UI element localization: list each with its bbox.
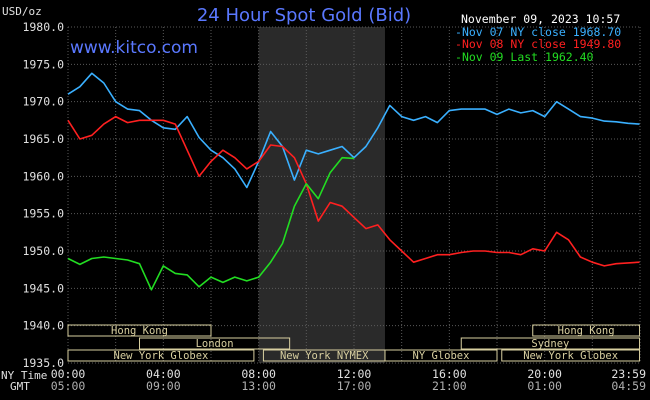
y-tick-label: 1955.0: [22, 207, 64, 221]
y-tick-label: 1970.0: [22, 95, 64, 109]
session-box: [501, 349, 641, 362]
legend: -Nov 07 NY close 1968.70 -Nov 08 NY clos…: [455, 25, 621, 64]
website-label: www.kitco.com: [70, 38, 198, 58]
session-label: Sydney: [531, 338, 569, 350]
x-tick-label-ny: 08:00: [241, 367, 276, 381]
x-tick-label-ny: 00:00: [51, 367, 86, 381]
session-label: New York NYMEX: [280, 350, 369, 362]
trading-session-shade: [258, 27, 385, 363]
legend-item-nov08: -Nov 08 NY close 1949.80: [455, 37, 621, 51]
session-box: [139, 337, 291, 350]
session-box: [67, 324, 212, 337]
y-tick-label: 1950.0: [22, 244, 64, 258]
y-tick-label: 1965.0: [22, 132, 64, 146]
chart-title: 24 Hour Spot Gold (Bid): [197, 5, 411, 26]
x-tick-label-gmt: 04:59: [611, 379, 646, 393]
session-label: NY Globex: [413, 350, 470, 362]
x-axis-label-ny: NY Time: [1, 369, 47, 382]
series-line-nov-09: [67, 156, 355, 291]
legend-item-nov07: -Nov 07 NY close 1968.70: [455, 25, 621, 39]
x-tick-label-gmt: 17:00: [337, 379, 372, 393]
x-tick-label-gmt: 05:00: [51, 379, 86, 393]
session-label: Hong Kong: [558, 325, 615, 337]
y-tick-label: 1935.0: [22, 356, 64, 370]
series-lines: [67, 72, 640, 291]
session-box: [67, 349, 255, 362]
session-box: [532, 324, 641, 337]
session-box: [460, 337, 641, 350]
x-tick-label-ny: 20:00: [527, 367, 562, 381]
unit-label: USD/oz: [2, 5, 42, 18]
x-tick-label-gmt: 21:00: [432, 379, 467, 393]
y-tick-label: 1940.0: [22, 319, 64, 333]
session-label: New York Globex: [114, 350, 209, 362]
timestamp: November 09, 2023 10:57: [461, 12, 620, 26]
session-box: [384, 349, 498, 362]
y-tick-label: 1960.0: [22, 169, 64, 183]
y-tick-label: 1980.0: [22, 20, 64, 34]
session-label: Hong Kong: [111, 325, 168, 337]
x-tick-label-ny: 12:00: [337, 367, 372, 381]
y-tick-labels: 1980.0 1975.0 1970.0 1965.0 1960.0 1955.0 1950…: [22, 20, 64, 370]
y-tick-label: 1975.0: [22, 57, 64, 71]
session-label: London: [196, 338, 234, 350]
x-tick-label-gmt: 01:00: [527, 379, 562, 393]
session-label: New York Globex: [523, 350, 618, 362]
x-tick-label-ny: 04:00: [146, 367, 181, 381]
x-tick-label-gmt: 13:00: [241, 379, 276, 393]
x-tick-label-ny: 23:59: [611, 367, 646, 381]
series-line-nov-08: [67, 115, 640, 267]
legend-item-nov09: -Nov 09 Last 1962.40: [455, 50, 594, 64]
x-axis-label-gmt: GMT: [10, 380, 30, 393]
x-tick-label-gmt: 09:00: [146, 379, 181, 393]
x-tick-label-ny: 16:00: [432, 367, 467, 381]
y-tick-label: 1945.0: [22, 281, 64, 295]
grid-lines: [67, 26, 641, 364]
